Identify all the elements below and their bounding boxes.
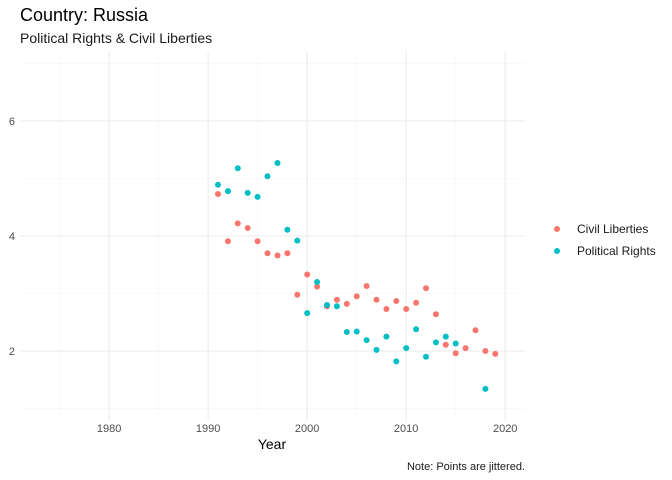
point-civil-liberties: [492, 350, 499, 357]
point-civil-liberties: [462, 345, 469, 352]
y-tick-label: 6: [9, 116, 15, 128]
x-tick-label: 2010: [394, 423, 418, 435]
grid: [20, 52, 525, 420]
point-political-rights: [393, 358, 400, 365]
point-civil-liberties: [333, 296, 340, 303]
point-political-rights: [452, 340, 459, 347]
point-political-rights: [234, 165, 241, 172]
chart-subtitle: Political Rights & Civil Liberties: [20, 30, 212, 46]
y-axis-ticks: 2 4 6: [9, 116, 15, 358]
point-civil-liberties: [363, 283, 370, 289]
point-civil-liberties: [393, 298, 400, 304]
legend-item-political-rights: Political Rights: [554, 244, 656, 258]
point-political-rights: [353, 328, 360, 335]
point-civil-liberties: [442, 341, 449, 348]
legend-label-political-rights: Political Rights: [577, 244, 656, 258]
chart-title: Country: Russia: [20, 5, 149, 25]
point-political-rights: [482, 385, 489, 392]
point-civil-liberties: [274, 252, 281, 259]
point-civil-liberties: [452, 350, 459, 357]
point-political-rights: [274, 160, 281, 166]
y-tick-label: 2: [9, 346, 15, 358]
point-political-rights: [373, 346, 380, 353]
chart-caption: Note: Points are jittered.: [407, 461, 525, 473]
point-political-rights: [284, 226, 291, 233]
point-political-rights: [413, 326, 420, 333]
point-civil-liberties: [343, 300, 350, 307]
point-civil-liberties: [472, 327, 479, 334]
point-political-rights: [244, 189, 251, 196]
point-political-rights: [363, 337, 370, 344]
point-political-rights: [294, 237, 301, 244]
point-civil-liberties: [294, 291, 301, 298]
data-points: [215, 160, 499, 392]
point-political-rights: [224, 188, 231, 195]
x-axis-ticks: 1980 1990 2000 2010 2020: [97, 423, 518, 435]
point-political-rights: [383, 333, 390, 340]
point-civil-liberties: [304, 271, 311, 278]
legend-key-political-rights: [554, 248, 560, 254]
point-civil-liberties: [373, 296, 380, 303]
point-civil-liberties: [403, 306, 410, 312]
legend-key-civil-liberties: [554, 226, 560, 232]
point-political-rights: [403, 345, 410, 352]
point-political-rights: [254, 193, 261, 200]
point-political-rights: [314, 279, 321, 285]
point-civil-liberties: [224, 238, 231, 245]
x-tick-label: 2020: [493, 423, 517, 435]
point-political-rights: [343, 329, 350, 335]
point-political-rights: [215, 181, 221, 188]
point-civil-liberties: [383, 306, 390, 312]
point-civil-liberties: [314, 283, 321, 290]
point-political-rights: [264, 173, 271, 180]
point-civil-liberties: [482, 348, 489, 354]
point-civil-liberties: [215, 191, 221, 197]
legend: Civil Liberties Political Rights: [554, 222, 656, 258]
point-political-rights: [324, 302, 330, 308]
x-axis-title: Year: [258, 436, 287, 452]
point-political-rights: [423, 353, 429, 360]
point-civil-liberties: [353, 293, 360, 300]
point-political-rights: [304, 310, 311, 317]
point-civil-liberties: [423, 285, 429, 292]
legend-item-civil-liberties: Civil Liberties: [554, 222, 648, 236]
point-civil-liberties: [244, 225, 251, 231]
point-civil-liberties: [254, 238, 261, 245]
point-political-rights: [432, 339, 439, 346]
x-tick-label: 1980: [97, 423, 121, 435]
legend-label-civil-liberties: Civil Liberties: [577, 222, 648, 236]
point-political-rights: [333, 303, 340, 310]
point-civil-liberties: [264, 250, 271, 257]
point-civil-liberties: [284, 250, 291, 257]
point-civil-liberties: [234, 220, 241, 227]
x-tick-label: 2000: [295, 423, 319, 435]
y-tick-label: 4: [9, 231, 15, 243]
point-civil-liberties: [413, 299, 420, 306]
point-civil-liberties: [432, 311, 439, 318]
point-political-rights: [442, 333, 449, 340]
x-tick-label: 1990: [196, 423, 220, 435]
